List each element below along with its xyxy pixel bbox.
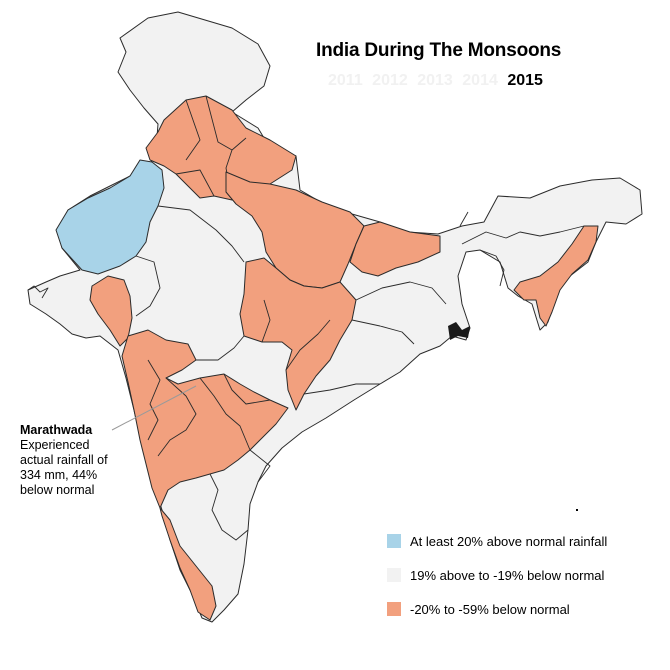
annotation-line: below normal <box>20 483 95 497</box>
legend-label: 19% above to -19% below normal <box>410 567 605 583</box>
annotation-line: 334 mm, 44% <box>20 468 98 482</box>
region-rajasthan <box>55 159 165 275</box>
legend-item-below: -20% to -59% below normal <box>387 592 657 626</box>
sundarbans-delta <box>448 322 470 340</box>
boundary-northwest <box>175 95 247 201</box>
region-bihar <box>349 221 441 277</box>
region-maharashtra <box>121 329 289 509</box>
marathwada-annotation: Marathwada Experienced actual rainfall o… <box>20 423 140 498</box>
year-2015[interactable]: 2015 <box>507 72 543 89</box>
year-selector: 2011 2012 2013 2014 2015 <box>328 72 548 90</box>
boundary-maharashtra <box>147 359 271 457</box>
kutch-coastline <box>27 285 49 299</box>
annotation-line: Experienced <box>20 438 90 452</box>
year-2011[interactable]: 2011 <box>328 72 363 89</box>
legend-label: At least 20% above normal rainfall <box>410 533 608 549</box>
region-northeast <box>513 225 599 327</box>
map-title: India During The Monsoons <box>316 40 562 61</box>
boundary-normal-states <box>135 205 585 541</box>
annotation-title: Marathwada <box>20 423 93 437</box>
legend-swatch <box>387 602 401 616</box>
region-central <box>239 257 357 411</box>
region-southwest-coast <box>159 507 217 621</box>
stray-dot <box>576 509 578 511</box>
legend: At least 20% above normal rainfall 19% a… <box>387 524 657 626</box>
year-2013[interactable]: 2013 <box>417 72 453 89</box>
legend-item-above: At least 20% above normal rainfall <box>387 524 657 558</box>
year-2014[interactable]: 2014 <box>462 72 498 89</box>
legend-swatch <box>387 568 401 582</box>
legend-item-normal: 19% above to -19% below normal <box>387 558 657 592</box>
year-2012[interactable]: 2012 <box>372 72 408 89</box>
annotation-line: actual rainfall of <box>20 453 108 467</box>
callout-line <box>111 385 197 431</box>
legend-swatch <box>387 534 401 548</box>
boundary-central <box>261 299 331 371</box>
legend-label: -20% to -59% below normal <box>410 601 570 617</box>
